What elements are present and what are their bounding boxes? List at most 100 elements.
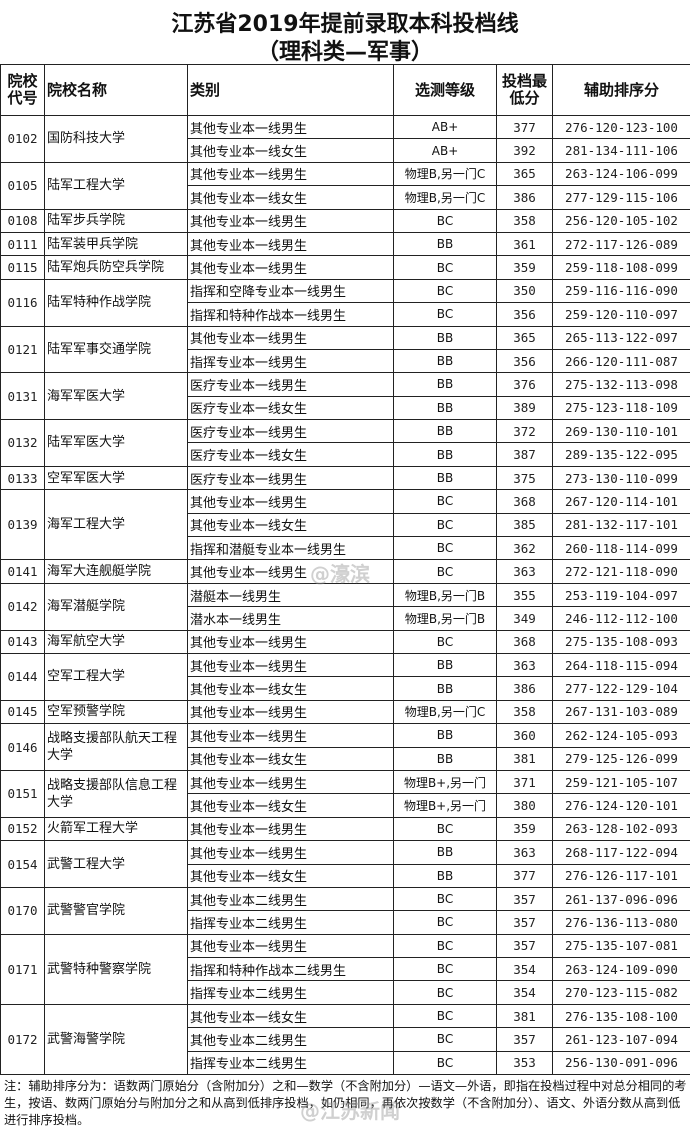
level-requirement: BB xyxy=(393,465,497,491)
aux-score: 270-123-115-082 xyxy=(552,980,690,1005)
min-score: 356 xyxy=(496,302,553,327)
category: 其他专业本一线男生 xyxy=(187,559,394,584)
aux-score: 259-116-116-090 xyxy=(552,278,690,304)
table-header: 院校代号 院校名称 类别 选测等级 投档最低分 辅助排序分 xyxy=(0,64,690,116)
level-requirement: BB xyxy=(393,325,497,350)
table-row: 0105 陆军工程大学 其他专业本一线男生 物理B,另一门C 365 263-124-10… xyxy=(0,161,690,210)
aux-score: 275-132-113-098 xyxy=(552,372,690,397)
school-name: 陆军步兵学院 xyxy=(44,208,188,233)
school-code: 0116 xyxy=(0,278,45,327)
category: 其他专业本一线男生 xyxy=(187,769,394,795)
school-code: 0142 xyxy=(0,582,45,631)
category: 其他专业本一线女生 xyxy=(187,746,394,771)
school-code: 0131 xyxy=(0,372,45,421)
min-score: 363 xyxy=(496,840,553,865)
school-code: 0102 xyxy=(0,115,45,163)
table-row: 指挥和特种作战本一线男生 BC 356 259-120-110-097 xyxy=(1,302,690,327)
aux-score: 259-118-108-099 xyxy=(552,255,690,280)
level-requirement: BC xyxy=(393,489,497,514)
school-name: 武警海警学院 xyxy=(44,1003,188,1076)
min-score: 372 xyxy=(496,419,553,444)
school-name: 海军工程大学 xyxy=(44,489,188,561)
level-requirement: BB xyxy=(393,348,497,374)
category: 医疗专业本一线女生 xyxy=(187,442,394,467)
level-requirement: BC xyxy=(393,255,497,280)
aux-score: 259-120-110-097 xyxy=(552,302,690,327)
table-row: 0171 武警特种警察学院 其他专业本一线男生 BC 357 275-135-107-08… xyxy=(0,933,690,1005)
table-row: 0154 武警工程大学 其他专业本一线男生 BB 363 268-117-122-094 xyxy=(0,840,690,888)
min-score: 362 xyxy=(496,536,553,561)
admission-table: 院校代号 院校名称 类别 选测等级 投档最低分 辅助排序分 0102 国防科技大学… xyxy=(0,64,690,1076)
aux-score: 267-131-103-089 xyxy=(552,699,690,725)
aux-score: 260-118-114-099 xyxy=(552,536,690,561)
category: 其他专业本一线女生 xyxy=(187,512,394,538)
aux-score: 281-134-111-106 xyxy=(552,138,690,163)
school-name: 空军工程大学 xyxy=(44,652,188,701)
table-row: 其他专业本一线女生 BB 386 277-122-129-104 xyxy=(1,676,690,701)
level-requirement: BB xyxy=(393,723,497,748)
table-row: 0132 陆军军医大学 医疗专业本一线男生 BB 372 269-130-110-101 xyxy=(0,419,690,467)
aux-score: 263-128-102-093 xyxy=(552,816,690,842)
category: 其他专业本一线男生 xyxy=(187,933,394,959)
level-requirement: BB xyxy=(393,372,497,397)
school-name: 武警工程大学 xyxy=(44,840,188,888)
level-requirement: BB xyxy=(393,442,497,467)
table-row: 其他专业本一线女生 AB+ 392 281-134-111-106 xyxy=(1,138,690,163)
school-code: 0170 xyxy=(0,886,45,935)
aux-score: 277-122-129-104 xyxy=(552,676,690,701)
table-row: 0146 战略支援部队航天工程大学 其他专业本一线男生 BB 360 262-124-10… xyxy=(0,723,690,771)
level-requirement: AB+ xyxy=(393,114,497,140)
school-code: 0172 xyxy=(0,1003,45,1076)
aux-score: 267-120-114-101 xyxy=(552,489,690,514)
table-row: 0131 海军军医大学 医疗专业本一线男生 BB 376 275-132-113-098 xyxy=(0,372,690,421)
min-score: 360 xyxy=(496,723,553,748)
aux-score: 264-118-115-094 xyxy=(552,652,690,678)
min-score: 375 xyxy=(496,465,553,491)
min-score: 350 xyxy=(496,278,553,304)
table-row: 医疗专业本一线女生 BB 387 289-135-122-095 xyxy=(1,442,690,467)
school-name: 火箭军工程大学 xyxy=(44,816,188,842)
header-name: 院校名称 xyxy=(44,64,188,116)
page-subtitle: （理科类—军事） xyxy=(256,40,433,65)
aux-score: 261-123-107-094 xyxy=(552,1027,690,1052)
table-row: 0142 海军潜艇学院 潜艇本一线男生 物理B,另一门B 355 253-119-104-… xyxy=(0,582,690,631)
aux-score: 276-136-113-080 xyxy=(552,910,690,935)
table-row: 0152 火箭军工程大学 其他专业本一线男生 BC 359 263-128-102-093 xyxy=(0,816,690,842)
min-score: 386 xyxy=(496,676,553,701)
category: 医疗专业本一线男生 xyxy=(187,465,394,491)
min-score: 357 xyxy=(496,1027,553,1052)
category: 其他专业本一线男生 xyxy=(187,816,394,842)
level-requirement: BC xyxy=(393,933,497,959)
level-requirement: 物理B,另一门B xyxy=(393,606,497,631)
category: 其他专业本一线女生 xyxy=(187,138,394,163)
level-requirement: BC xyxy=(393,559,497,584)
level-requirement: BC xyxy=(393,980,497,1005)
school-name: 海军大连舰艇学院 xyxy=(44,559,188,584)
category: 其他专业本一线男生 xyxy=(187,114,394,140)
aux-score: 259-121-105-107 xyxy=(552,769,690,795)
level-requirement: BB xyxy=(393,676,497,701)
table-row: 0111 陆军装甲兵学院 其他专业本一线男生 BB 361 272-117-126-089 xyxy=(0,231,690,257)
aux-score: 276-124-120-101 xyxy=(552,793,690,818)
table-row: 0102 国防科技大学 其他专业本一线男生 AB+ 377 276-120-123-100 xyxy=(0,114,690,163)
table-row: 0116 陆军特种作战学院 指挥和空降专业本一线男生 BC 350 259-116-116… xyxy=(0,278,690,327)
category: 医疗专业本一线女生 xyxy=(187,395,394,421)
school-code: 0143 xyxy=(0,629,45,654)
school-name: 武警警官学院 xyxy=(44,886,188,935)
table-row: 0144 空军工程大学 其他专业本一线男生 BB 363 264-118-115-094 xyxy=(0,652,690,701)
min-score: 387 xyxy=(496,442,553,467)
school-name: 战略支援部队航天工程大学 xyxy=(44,723,188,771)
level-requirement: BC xyxy=(393,957,497,982)
header-code: 院校代号 xyxy=(0,64,45,116)
level-requirement: BC xyxy=(393,208,497,233)
school-name: 陆军装甲兵学院 xyxy=(44,231,188,257)
level-requirement: BC xyxy=(393,1003,497,1029)
aux-score: 256-120-105-102 xyxy=(552,208,690,233)
school-code: 0105 xyxy=(0,161,45,210)
min-score: 363 xyxy=(496,652,553,678)
min-score: 359 xyxy=(496,816,553,842)
level-requirement: 物理B,另一门C xyxy=(393,699,497,725)
table-row: 指挥专业本二线男生 BC 357 276-136-113-080 xyxy=(1,910,690,935)
category: 指挥和特种作战本一线男生 xyxy=(187,302,394,327)
category: 潜艇本一线男生 xyxy=(187,582,394,608)
